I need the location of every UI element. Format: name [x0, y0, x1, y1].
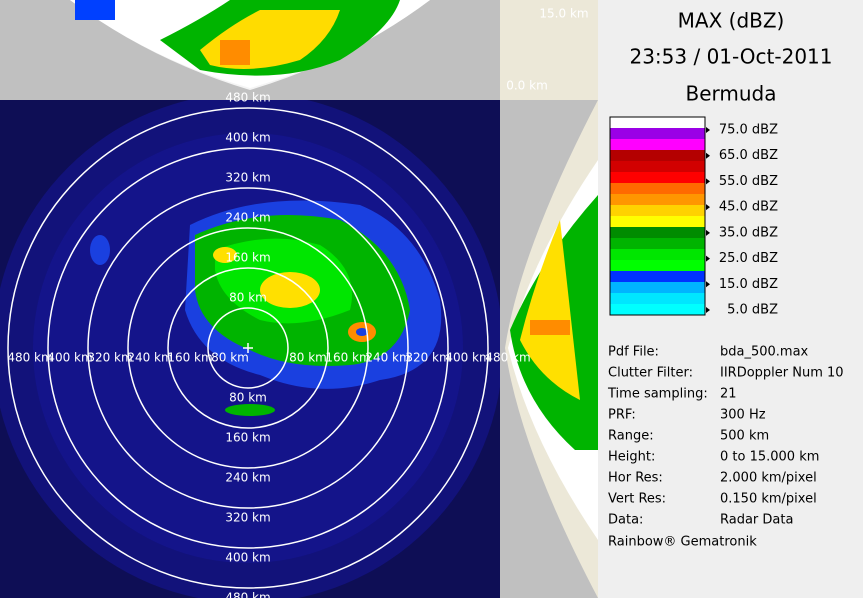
ring-label: 160 km: [225, 251, 270, 265]
info-value: 21: [720, 387, 737, 402]
ring-label: 240 km: [365, 351, 410, 365]
legend-swatch: [610, 161, 705, 173]
info-label: Data:: [608, 513, 643, 528]
ring-label: 80 km: [229, 391, 267, 405]
ring-label: 480 km: [225, 591, 270, 598]
ring-label: 480 km: [485, 351, 530, 365]
ring-label: 160 km: [167, 351, 212, 365]
title: MAX (dBZ): [678, 9, 785, 33]
legend-arrow: [706, 307, 710, 313]
info-value: Radar Data: [720, 513, 793, 528]
datetime: 23:53 / 01-Oct-2011: [629, 45, 832, 69]
top-section: [0, 0, 500, 100]
info-value: 0.150 km/pixel: [720, 492, 817, 507]
info-value: 300 Hz: [720, 408, 766, 423]
info-value: 500 km: [720, 429, 769, 444]
legend-arrow: [706, 255, 710, 262]
info-value: IIRDoppler Num 10: [720, 366, 844, 381]
legend-swatch: [610, 293, 705, 305]
ring-label: 320 km: [225, 171, 270, 185]
legend-swatch: [610, 205, 705, 217]
legend-label: 15.0 dBZ: [719, 277, 778, 292]
legend-label: 5.0 dBZ: [727, 303, 778, 318]
info-label: Hor Res:: [608, 471, 663, 486]
ring-label: 240 km: [225, 211, 270, 225]
ring-label: 480 km: [7, 351, 52, 365]
legend-swatch: [610, 227, 705, 239]
ring-label: 80 km: [229, 291, 267, 305]
legend-swatch: [610, 194, 705, 206]
height-label: 0.0 km: [506, 79, 548, 93]
legend-label: 75.0 dBZ: [719, 123, 778, 138]
legend-label: 45.0 dBZ: [719, 200, 778, 215]
legend-arrow: [706, 127, 710, 133]
ring-label: 480 km: [225, 91, 270, 105]
ring-label: 400 km: [225, 551, 270, 565]
legend-swatch: [610, 249, 705, 261]
legend-swatch: [610, 139, 705, 151]
legend-swatch: [610, 216, 705, 228]
info-label: Clutter Filter:: [608, 366, 693, 381]
legend-swatch: [610, 117, 705, 129]
ppi: [0, 100, 500, 598]
legend-label: 25.0 dBZ: [719, 251, 778, 266]
legend-arrow: [706, 204, 710, 211]
ring-label: 240 km: [127, 351, 172, 365]
info-label: Range:: [608, 429, 654, 444]
legend-swatch: [610, 282, 705, 294]
info-value: 0 to 15.000 km: [720, 450, 819, 465]
legend-swatch: [610, 260, 705, 272]
info-label: Vert Res:: [608, 492, 666, 507]
ring-label: 160 km: [325, 351, 370, 365]
height-label: 15.0 km: [539, 7, 588, 21]
legend-swatch: [610, 238, 705, 250]
ring-label: 320 km: [87, 351, 132, 365]
ring-label: 80 km: [289, 351, 327, 365]
legend-frame: [609, 116, 706, 316]
legend-label: 55.0 dBZ: [719, 174, 778, 189]
ring-label: 240 km: [225, 471, 270, 485]
ring-label: 160 km: [225, 431, 270, 445]
legend-swatch: [610, 172, 705, 184]
ring-label: 400 km: [225, 131, 270, 145]
legend-arrow: [706, 152, 710, 159]
ring-label: 320 km: [405, 351, 450, 365]
info-label: PRF:: [608, 408, 636, 423]
info-value: 2.000 km/pixel: [720, 471, 817, 486]
legend-swatch: [610, 150, 705, 162]
legend-arrow: [706, 281, 710, 288]
legend-swatch: [610, 183, 705, 195]
info-label: Pdf File:: [608, 345, 659, 360]
info-value: bda_500.max: [720, 345, 809, 360]
footer: Rainbow® Gematronik: [608, 535, 757, 550]
legend-swatch: [610, 271, 705, 283]
legend-label: 35.0 dBZ: [719, 225, 778, 240]
info-label: Time sampling:: [607, 387, 708, 402]
ring-label: 400 km: [445, 351, 490, 365]
ring-label: 80 km: [211, 351, 249, 365]
legend-swatch: [610, 128, 705, 140]
ring-label: 400 km: [47, 351, 92, 365]
legend: 75.0 dBZ 65.0 dBZ 55.0 dBZ 45.0 dBZ 35.0 dBZ…: [609, 116, 778, 318]
legend-arrow: [706, 178, 710, 185]
info-label: Height:: [608, 450, 655, 465]
legend-swatch: [610, 304, 705, 316]
site: Bermuda: [685, 82, 776, 106]
info: Pdf File: bda_500.max Clutter Filter: IIRDo…: [607, 345, 844, 528]
right-section: [500, 100, 598, 598]
legend-label: 65.0 dBZ: [719, 148, 778, 163]
ring-label: 320 km: [225, 511, 270, 525]
legend-arrow: [706, 229, 710, 236]
top-right-area: [500, 0, 598, 100]
